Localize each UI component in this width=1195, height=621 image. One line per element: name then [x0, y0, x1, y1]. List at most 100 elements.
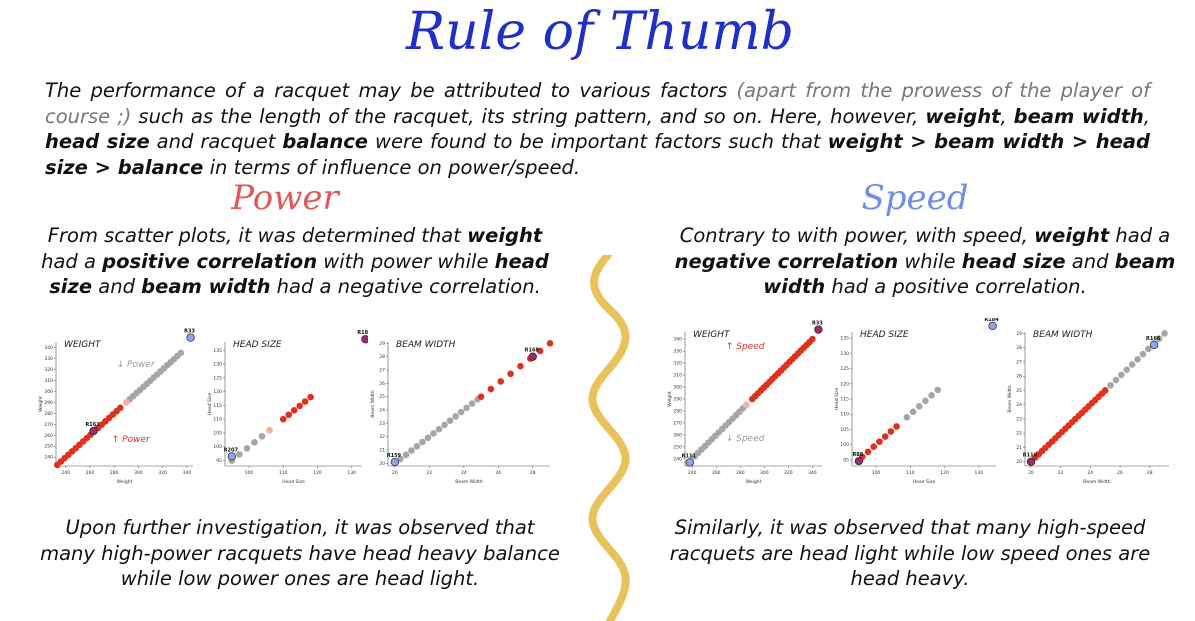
- speed-desc-text: Contrary to with power, with speed,: [679, 224, 1035, 247]
- data-point: [236, 451, 243, 458]
- intro-text: ,: [1143, 104, 1150, 128]
- y-axis-label: Head Size: [834, 388, 840, 411]
- y-tick-label: 290: [673, 397, 682, 403]
- page-title: Rule of Thumb: [406, 2, 794, 62]
- y-tick-label: 310: [44, 378, 53, 384]
- data-point: [430, 430, 437, 437]
- x-tick-label: 24: [461, 470, 467, 476]
- x-tick-label: 22: [426, 470, 432, 476]
- x-tick-label: 120: [940, 470, 949, 476]
- y-tick-label: 29: [1016, 331, 1022, 337]
- data-point: [922, 397, 929, 405]
- data-point: [893, 423, 900, 430]
- power-note: Upon further investigation, it was obser…: [40, 516, 560, 590]
- x-tick-label: 260: [712, 470, 721, 476]
- intro-bold: beam width: [1013, 104, 1144, 128]
- data-point: [1139, 350, 1147, 358]
- highlight-label: R207: [224, 447, 239, 453]
- data-point: [487, 385, 495, 393]
- y-tick-label: 23: [1016, 416, 1022, 422]
- speed-desc-text: and: [1065, 249, 1115, 273]
- chart-speed-beamwidth: 20 22 24 26 28 20 21 22 23 24 25 26 27 28 29 Beam Width…: [1005, 318, 1177, 488]
- y-tick-label: 135: [213, 348, 222, 354]
- y-tick-label: 330: [673, 349, 682, 355]
- x-tick-label: 280: [736, 470, 745, 476]
- x-tick-label: 20: [392, 470, 398, 476]
- y-tick-label: 105: [840, 427, 849, 433]
- data-point: [307, 393, 314, 401]
- x-tick-label: 280: [110, 470, 119, 476]
- power-desc-bold: weight: [467, 224, 543, 247]
- highlight-label: R168: [525, 348, 540, 354]
- chart-title: HEAD SIZE: [233, 340, 282, 350]
- data-point: [116, 404, 124, 412]
- speed-note: Similarly, it was observed that many hig…: [669, 516, 1151, 590]
- highlight-label: R159: [387, 453, 402, 459]
- x-tick-label: 110: [279, 470, 288, 476]
- y-tick-label: 130: [213, 362, 222, 368]
- data-point: [408, 447, 415, 454]
- intro-text: such as the length of the racquet, its s…: [131, 104, 926, 128]
- power-desc-text: From scatter plots, it was determined th…: [47, 224, 468, 247]
- data-point: [296, 402, 303, 410]
- chart-title: WEIGHT: [693, 330, 731, 340]
- chart-power-weight: 240 260 280 300 320 340 240 250 260 270 280 290 300 3…: [36, 328, 201, 488]
- speed-desc-bold: head size: [961, 249, 1066, 273]
- x-axis-label: Beam Width: [1083, 479, 1111, 485]
- y-axis-label: Weight: [38, 396, 44, 412]
- y-tick-label: 24: [1016, 402, 1022, 408]
- x-tick-label: 26: [1117, 470, 1123, 476]
- speed-desc-text: while: [898, 249, 962, 273]
- x-tick-label: 28: [530, 470, 536, 476]
- data-point: [424, 434, 432, 442]
- data-point: [903, 413, 911, 421]
- data-point: [477, 393, 485, 400]
- power-desc-text: and: [92, 275, 142, 298]
- highlight-point: [89, 426, 98, 436]
- data-point: [928, 392, 935, 399]
- y-tick-label: 135: [840, 336, 849, 342]
- data-point: [1118, 371, 1125, 379]
- y-tick-label: 25: [1016, 388, 1022, 394]
- data-point: [441, 421, 448, 429]
- y-tick-label: 300: [673, 385, 682, 391]
- data-point: [1134, 356, 1141, 363]
- speed-desc-bold: negative correlation: [674, 249, 899, 273]
- data-point: [468, 400, 476, 407]
- data-point: [290, 407, 298, 414]
- y-tick-label: 115: [213, 403, 222, 409]
- y-tick-label: 310: [673, 373, 682, 379]
- data-point: [419, 438, 426, 446]
- highlight-point: [814, 325, 823, 334]
- intro-bold: weight > beam width > head size > balanc…: [45, 130, 1150, 179]
- y-tick-label: 20: [379, 461, 385, 467]
- y-tick-label: 25: [379, 394, 385, 400]
- x-tick-label: 28: [1147, 470, 1153, 476]
- chart-annotation: ↑ Power: [112, 435, 151, 445]
- x-tick-label: 100: [872, 470, 881, 476]
- x-tick-label: 340: [183, 470, 192, 476]
- y-axis-label: Beam Width: [1007, 385, 1013, 413]
- data-point: [507, 370, 514, 378]
- x-axis-label: Weight: [117, 479, 133, 485]
- chart-title: BEAM WIDTH: [396, 340, 456, 350]
- intro-text: ,: [1000, 104, 1014, 128]
- x-tick-label: 300: [134, 470, 143, 476]
- y-tick-label: 250: [44, 444, 53, 450]
- data-point: [258, 432, 266, 440]
- y-tick-label: 330: [44, 356, 53, 362]
- y-tick-label: 120: [213, 389, 222, 395]
- y-tick-label: 21: [1016, 445, 1022, 451]
- x-tick-label: 130: [347, 470, 356, 476]
- data-point: [1128, 361, 1136, 368]
- highlight-label: R184: [984, 318, 999, 323]
- chart-title: BEAM WIDTH: [1033, 330, 1093, 340]
- highlight-point: [1150, 340, 1159, 349]
- speed-desc-bold: beam width: [763, 249, 1176, 299]
- speed-desc-bold: weight: [1034, 224, 1110, 247]
- data-point: [123, 399, 130, 406]
- y-tick-label: 110: [840, 412, 849, 418]
- power-description: From scatter plots, it was determined th…: [40, 223, 550, 300]
- data-point: [1161, 330, 1168, 337]
- data-point: [446, 417, 454, 424]
